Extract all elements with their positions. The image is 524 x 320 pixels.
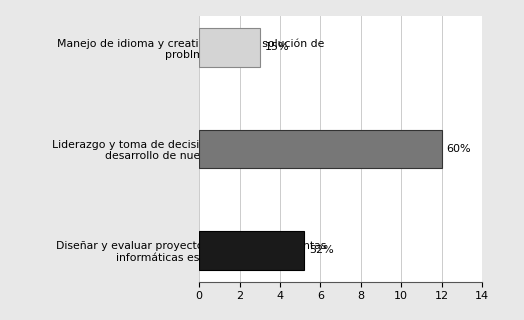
Text: 15%: 15%: [265, 42, 289, 52]
Text: 52%: 52%: [309, 245, 334, 255]
Bar: [199, 28, 260, 67]
Bar: [199, 231, 304, 269]
Bar: [199, 130, 442, 168]
Text: 60%: 60%: [446, 144, 471, 154]
